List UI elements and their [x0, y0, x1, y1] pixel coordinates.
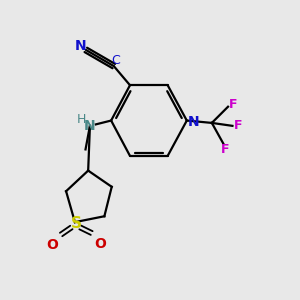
Text: O: O: [46, 238, 58, 252]
Text: F: F: [221, 143, 229, 156]
Text: H: H: [77, 113, 86, 126]
Text: N: N: [188, 115, 199, 129]
Text: C: C: [111, 54, 120, 67]
Text: F: F: [233, 119, 242, 132]
Text: O: O: [94, 237, 106, 250]
Text: S: S: [71, 216, 82, 231]
Text: F: F: [229, 98, 237, 111]
Text: N: N: [84, 119, 96, 133]
Text: N: N: [75, 39, 86, 53]
